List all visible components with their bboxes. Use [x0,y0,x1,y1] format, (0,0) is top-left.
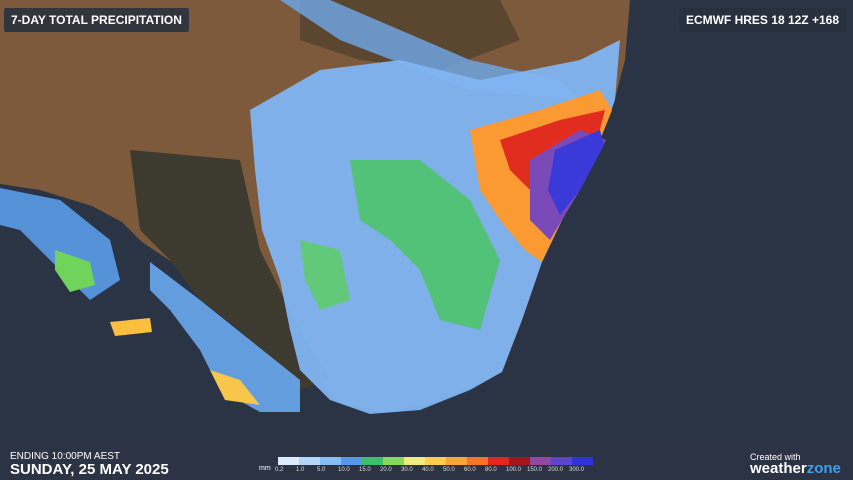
land-dark [130,150,330,390]
brand: weatherzone [750,460,841,477]
date: SUNDAY, 25 MAY 2025 [10,461,169,478]
title: 7-DAY TOTAL PRECIPITATION [4,8,189,32]
rain-sea-west-green [55,250,95,292]
legend-label: 300.0 [569,467,585,473]
legend-swatch [488,457,509,465]
legend-swatch [425,457,446,465]
legend-label: 15.0 [359,467,371,473]
legend-label: 30.0 [401,467,413,473]
legend-label: 10.0 [338,467,350,473]
legend-label: 150.0 [527,467,543,473]
legend-label: 80.0 [485,467,497,473]
legend-label: 5.0 [317,467,326,473]
legend-swatch [383,457,404,465]
legend-label: 0.2 [275,467,284,473]
ending-time: ENDING 10:00PM AEST [10,451,121,462]
legend-label: 50.0 [443,467,455,473]
legend-label: 60.0 [464,467,476,473]
legend-label: 1.0 [296,467,305,473]
rain-sea-south-yellow [210,370,260,405]
legend-swatch [341,457,362,465]
legend-swatch [509,457,530,465]
rain-green-west [300,240,350,310]
legend-swatch [278,457,299,465]
legend-label: 200.0 [548,467,564,473]
legend-swatch [299,457,320,465]
legend-swatch [404,457,425,465]
legend-unit: mm [259,465,271,472]
rain-sea-south [150,262,300,412]
island [110,318,152,336]
model-label: ECMWF HRES 18 12Z +168 [678,8,846,32]
legend-swatch [320,457,341,465]
legend-swatch [467,457,488,465]
rain-green [350,160,500,330]
legend-swatch [572,457,593,465]
legend-label: 40.0 [422,467,434,473]
legend-label: 100.0 [506,467,522,473]
legend-label: 20.0 [380,467,392,473]
legend-swatch [446,457,467,465]
rain-blue [548,130,604,215]
brand-accent: zone [806,460,841,477]
legend-swatch [551,457,572,465]
brand-text: weather [750,460,807,477]
legend-swatch [362,457,383,465]
credit: Created with [750,452,801,462]
legend-swatch [530,457,551,465]
